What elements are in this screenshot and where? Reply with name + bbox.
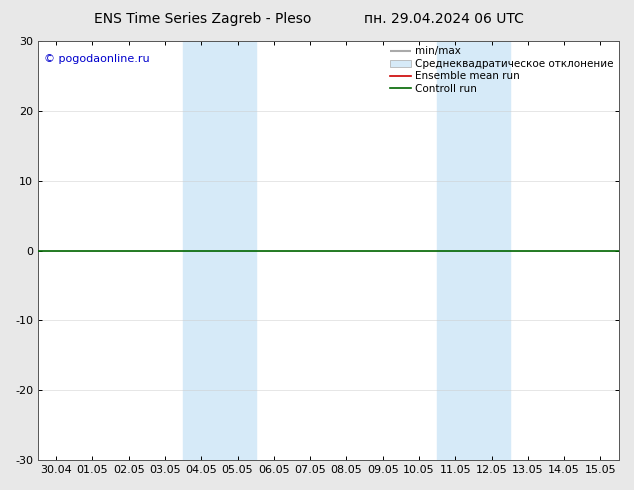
Text: пн. 29.04.2024 06 UTC: пн. 29.04.2024 06 UTC [364, 12, 524, 26]
Bar [219, 41, 256, 460]
Bar [474, 41, 510, 460]
Text: ENS Time Series Zagreb - Pleso: ENS Time Series Zagreb - Pleso [94, 12, 311, 26]
Text: © pogodaonline.ru: © pogodaonline.ru [44, 53, 150, 64]
Legend: min/max, Среднеквадратическое отклонение, Ensemble mean run, Controll run: min/max, Среднеквадратическое отклонение… [388, 44, 616, 96]
Bar [183, 41, 219, 460]
Bar [437, 41, 474, 460]
